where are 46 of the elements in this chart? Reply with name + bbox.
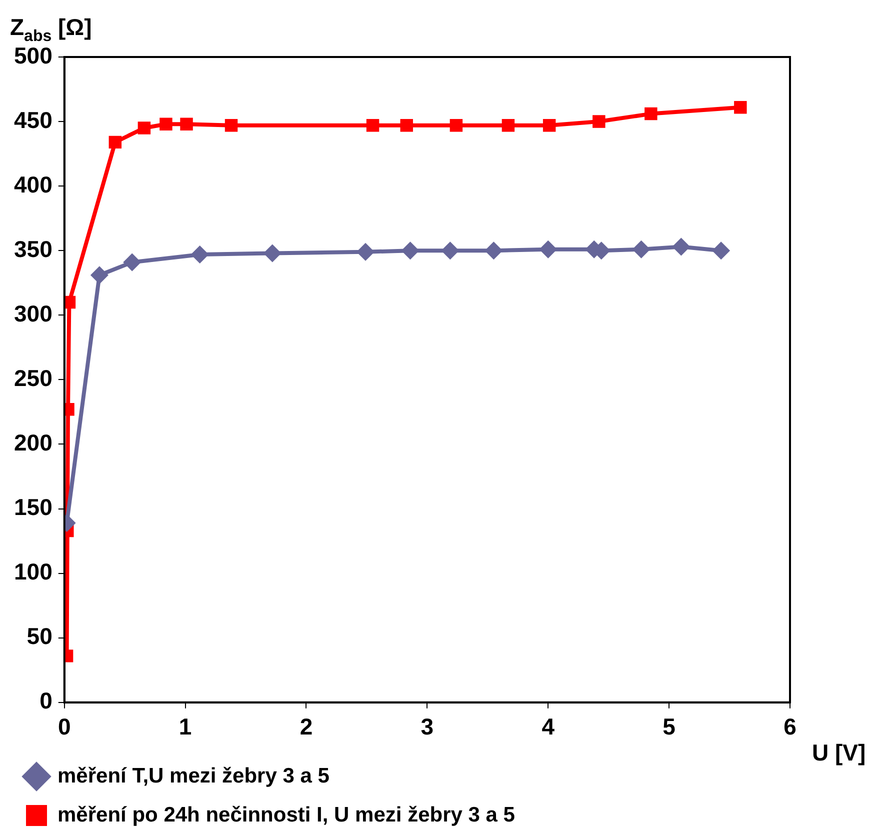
point: [180, 118, 193, 130]
point: [108, 136, 122, 149]
point: [539, 240, 558, 258]
x-tick-label: 5: [662, 714, 676, 740]
point: [632, 240, 650, 258]
point: [441, 242, 460, 260]
point: [401, 242, 420, 260]
point: [484, 242, 503, 260]
legend-label: měření po 24h nečinnosti I, U mezi žebry 3 a 5: [58, 803, 516, 826]
point: [190, 245, 209, 264]
point: [712, 242, 730, 260]
x-tick-label: 4: [542, 714, 555, 740]
point: [400, 119, 413, 132]
y-tick-label: 50: [26, 623, 52, 650]
x-tick-label: 0: [58, 714, 71, 740]
point: [90, 266, 108, 284]
y-tick-label: 250: [14, 365, 52, 392]
x-tick-label: 2: [300, 714, 313, 740]
point: [450, 119, 463, 132]
x-tick-label: 1: [178, 714, 192, 740]
point: [644, 107, 658, 120]
y-tick-label: 0: [40, 688, 52, 714]
y-tick-label: 500: [14, 42, 52, 68]
point: [502, 119, 515, 132]
x-axis-title: U [V]: [812, 739, 866, 766]
y-tick-label: 300: [14, 300, 52, 327]
y-tick-label: 200: [14, 430, 52, 456]
point: [138, 122, 151, 134]
x-tick-label: 6: [784, 714, 796, 740]
point: [672, 238, 690, 256]
point: [366, 119, 380, 132]
y-tick-label: 350: [14, 236, 52, 262]
point: [734, 100, 747, 114]
y-tick-label: 100: [14, 558, 52, 585]
x-tick-label: 3: [420, 714, 434, 740]
point: [356, 242, 375, 261]
y-tick-label: 150: [14, 494, 52, 520]
legend-label: měření T,U mezi žebry 3 a 5: [58, 764, 330, 788]
point: [592, 115, 606, 128]
point: [160, 118, 172, 130]
point: [123, 253, 142, 272]
y-tick-label: 400: [14, 171, 52, 198]
point: [263, 244, 282, 262]
y-tick-label: 450: [14, 106, 52, 133]
point: [542, 119, 556, 132]
point: [224, 119, 238, 132]
